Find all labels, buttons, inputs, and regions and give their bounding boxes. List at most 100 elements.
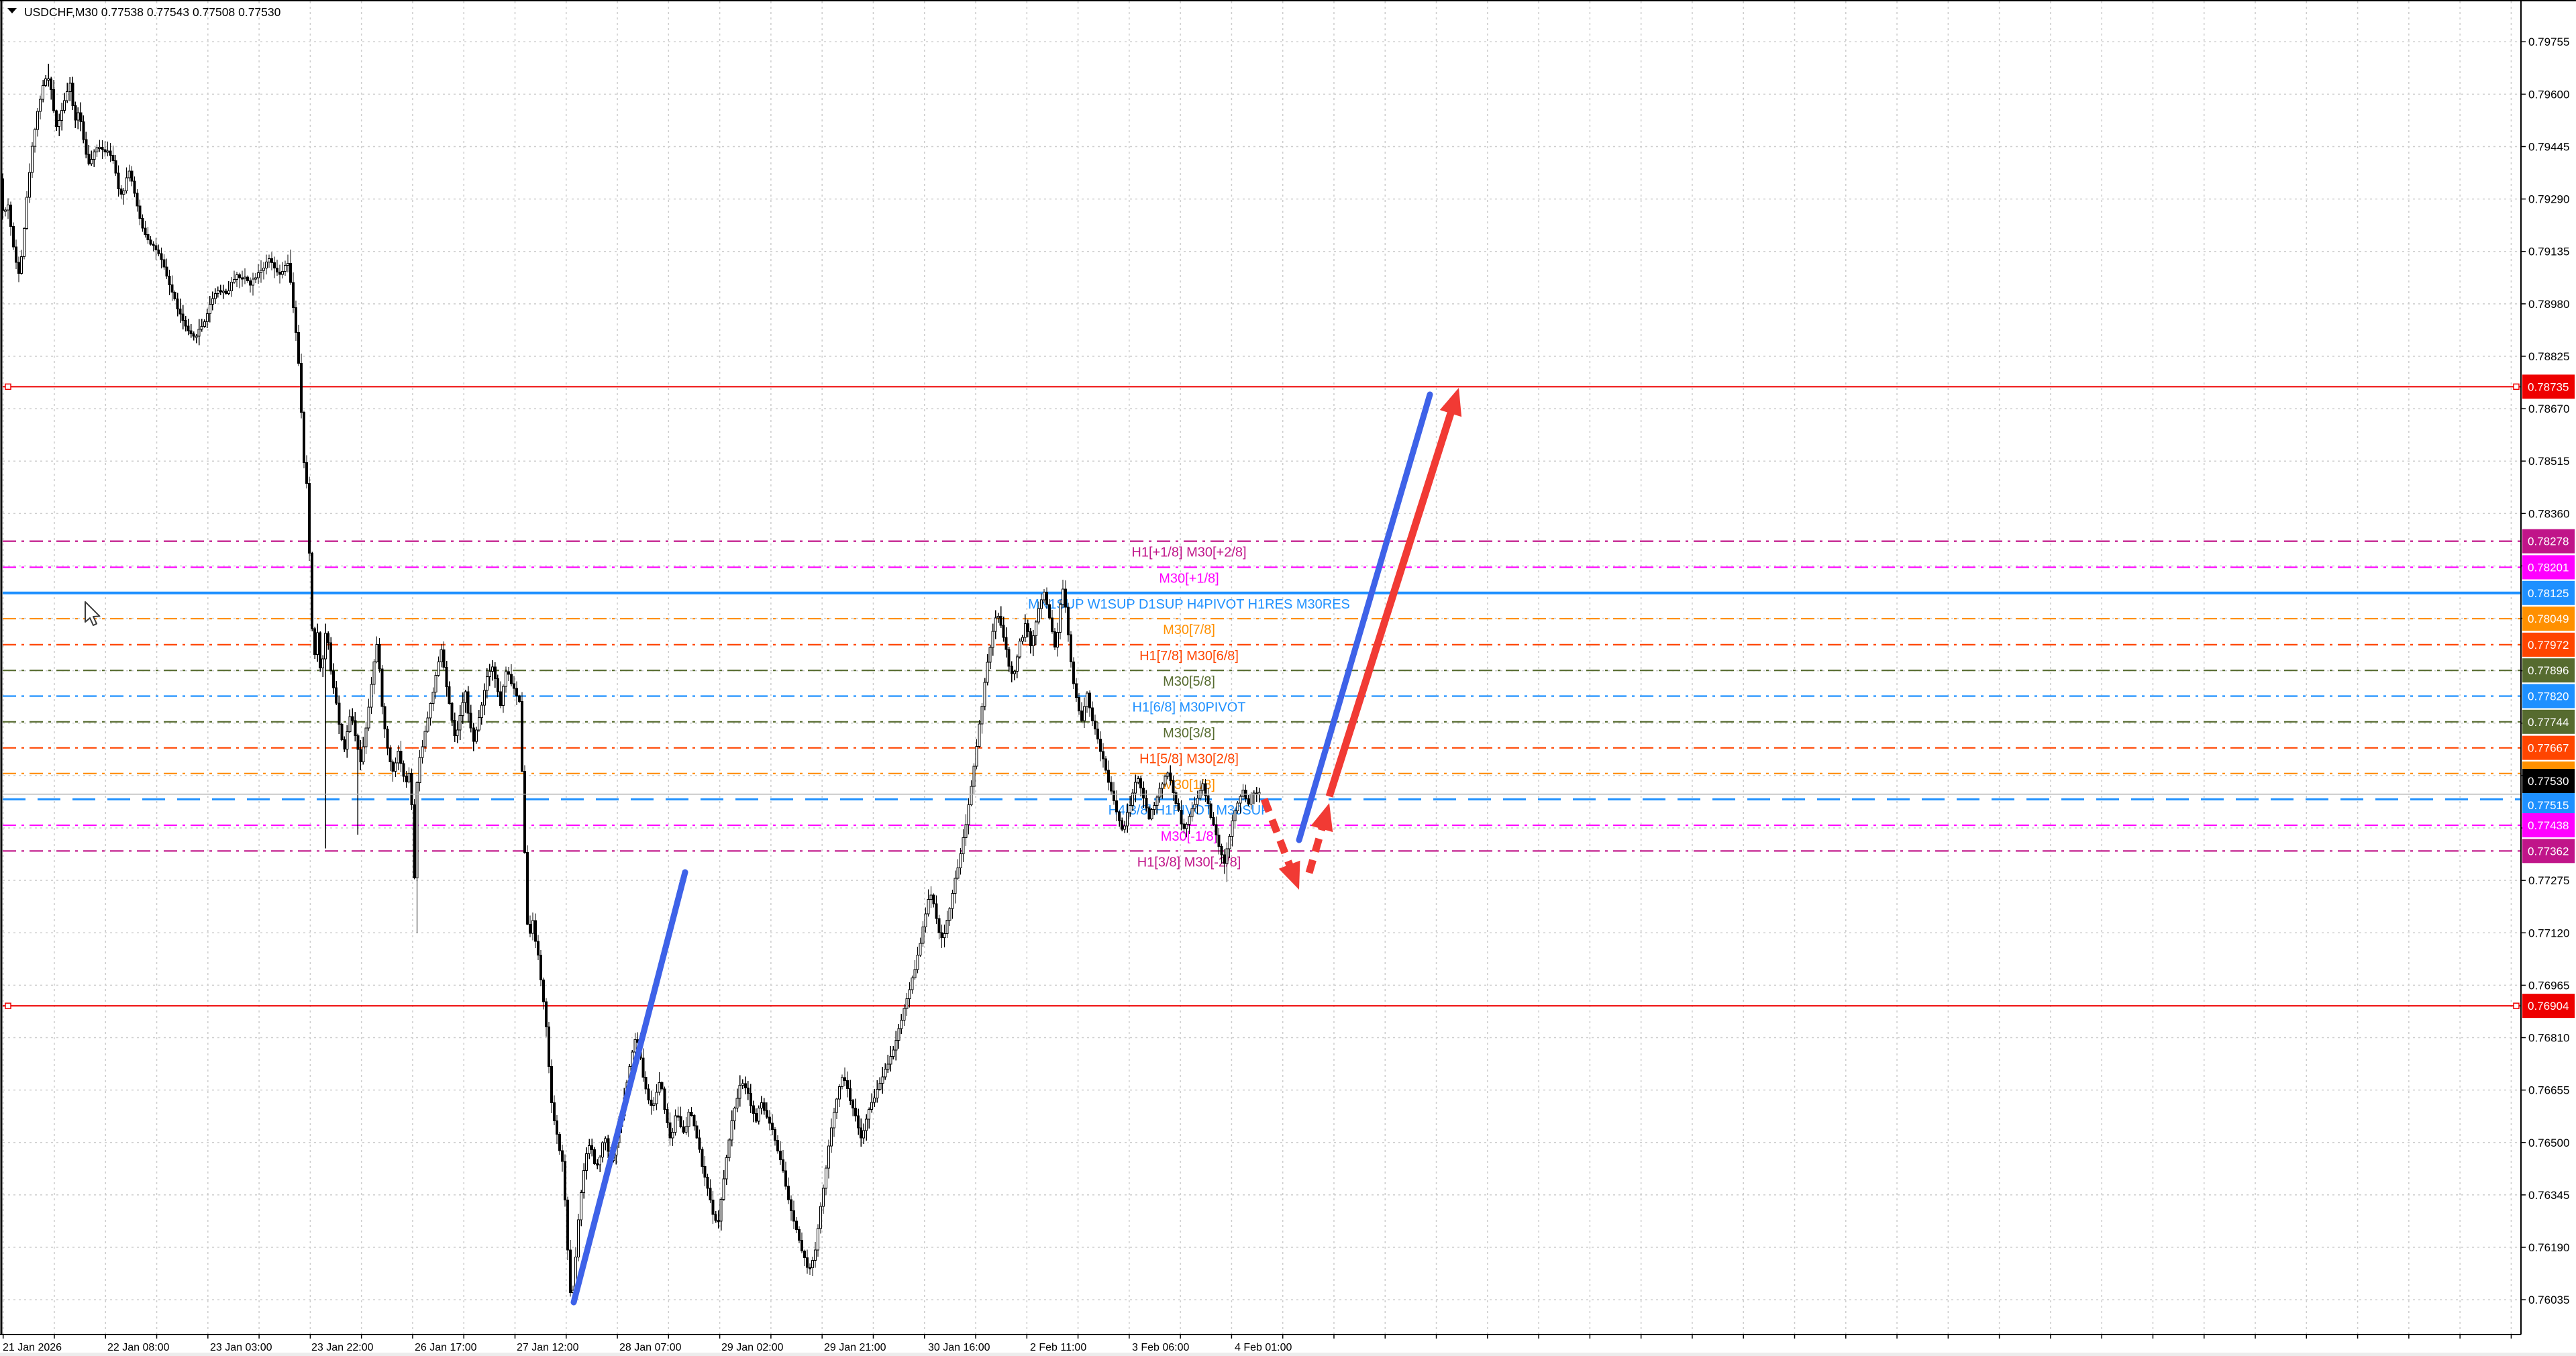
level-line-0.77667[interactable]: H1[5/8] M30[2/8] — [3, 747, 2521, 767]
candle-body — [1110, 782, 1113, 792]
candle — [79, 102, 83, 132]
candle-body — [1018, 641, 1021, 658]
candle — [778, 1141, 782, 1165]
level-line-0.77744[interactable]: M30[3/8] — [3, 721, 2521, 741]
candle — [548, 1021, 551, 1074]
dashed-arrow-down-shaft[interactable] — [1260, 798, 1294, 870]
line-handle-square[interactable] — [2513, 1002, 2520, 1009]
candle-body — [757, 1108, 760, 1122]
candle — [797, 1226, 801, 1243]
candle-body — [897, 1028, 900, 1041]
level-line-0.77820[interactable]: H1[6/8] M30PIVOT — [3, 695, 2521, 715]
candle — [692, 1114, 696, 1131]
date-label: 28 Jan 07:00 — [619, 1342, 682, 1353]
candle — [338, 695, 341, 735]
candle-body — [248, 280, 252, 286]
line-handle-square[interactable] — [5, 1002, 11, 1009]
candle — [1134, 774, 1137, 802]
candle-body — [988, 647, 992, 663]
level-line-0.78049[interactable]: M30[7/8] — [3, 617, 2521, 637]
trendline-2[interactable] — [1296, 391, 1433, 843]
candle-body — [176, 298, 179, 309]
candle-body — [1091, 707, 1094, 722]
price-badge-bg — [2522, 684, 2575, 709]
line-handle-square[interactable] — [5, 383, 11, 390]
candle-body — [1228, 836, 1231, 849]
candle-body — [1013, 670, 1016, 674]
candle — [1115, 790, 1119, 821]
candle-body — [292, 282, 295, 308]
level-line-0.78735[interactable] — [3, 383, 2521, 390]
candle-body — [367, 707, 370, 729]
candle-body — [1002, 625, 1005, 638]
candle — [504, 666, 507, 693]
candle — [276, 259, 279, 276]
level-line-0.77896[interactable]: M30[5/8] — [3, 670, 2521, 689]
candle — [709, 1179, 712, 1203]
candle-body — [68, 83, 72, 92]
candle — [39, 95, 42, 119]
level-line-0.77972[interactable]: H1[7/8] M30[6/8] — [3, 643, 2521, 664]
candle — [698, 1129, 701, 1153]
candle-body — [892, 1049, 895, 1057]
candle — [1086, 691, 1089, 713]
candle — [1185, 822, 1188, 837]
level-line-0.77362[interactable]: H1[3/8] M30[-2/8] — [3, 850, 2521, 870]
candle-body — [564, 1161, 567, 1200]
candle — [550, 1059, 554, 1113]
level-line-0.76904[interactable] — [3, 1002, 2521, 1009]
candle-body — [1118, 811, 1121, 821]
line-handle-square[interactable] — [2513, 383, 2520, 390]
candle — [1172, 776, 1175, 801]
candle-body — [983, 682, 986, 707]
candle — [711, 1190, 715, 1224]
level-line-0.78201[interactable]: M30[+1/8] — [3, 566, 2521, 586]
level-line-0.78278[interactable]: H1[+1/8] M30[+2/8] — [3, 540, 2521, 560]
candle — [703, 1156, 707, 1187]
candle-body — [884, 1068, 887, 1078]
candle — [1182, 818, 1186, 834]
candle-body — [284, 265, 287, 272]
candle — [569, 1239, 572, 1297]
candle — [660, 1081, 664, 1092]
candle — [566, 1196, 570, 1260]
candle-body — [1193, 804, 1196, 809]
dashed-arrow-down[interactable] — [1260, 798, 1300, 890]
candle-body — [531, 920, 534, 934]
arrow-up-projection-shaft[interactable] — [1325, 408, 1455, 798]
candle-body — [421, 746, 424, 758]
dashed-arrow-up[interactable] — [1305, 803, 1333, 874]
candle-body — [1064, 588, 1067, 608]
candle-body — [1247, 798, 1250, 804]
candle — [970, 780, 973, 806]
candle-body — [994, 617, 997, 632]
level-line-0.77438[interactable]: M30[-1/8] — [3, 824, 2521, 844]
trendline-1[interactable] — [570, 869, 688, 1306]
candle — [741, 1079, 744, 1089]
candle-body — [28, 172, 32, 198]
symbol-dropdown-icon[interactable] — [7, 8, 17, 13]
candle — [862, 1123, 866, 1144]
price-badge-bg — [2522, 709, 2575, 734]
candle-body — [1050, 617, 1053, 632]
arrow-up-projection[interactable] — [1325, 388, 1462, 798]
dashed-arrow-up-shaft[interactable] — [1305, 824, 1327, 874]
candle-body — [927, 899, 930, 915]
time-axis-area[interactable] — [0, 1335, 2576, 1356]
candle — [251, 272, 254, 296]
candle-body — [324, 633, 327, 660]
candle — [948, 906, 951, 926]
level-line-0.78125[interactable]: MN1SUP W1SUP D1SUP H4PIVOT H1RES M30RES — [3, 591, 2521, 612]
candle-body — [4, 209, 7, 212]
window-bottom-edge — [0, 1353, 2576, 1356]
level-line-0.77591[interactable]: M30[1/8] — [3, 772, 2521, 792]
candle — [28, 163, 32, 203]
candle — [1080, 702, 1084, 723]
candle — [894, 1031, 898, 1061]
candle — [781, 1150, 784, 1173]
candle — [9, 201, 13, 236]
candle — [1193, 796, 1196, 812]
candle — [762, 1098, 766, 1115]
candle-body — [1169, 772, 1172, 781]
